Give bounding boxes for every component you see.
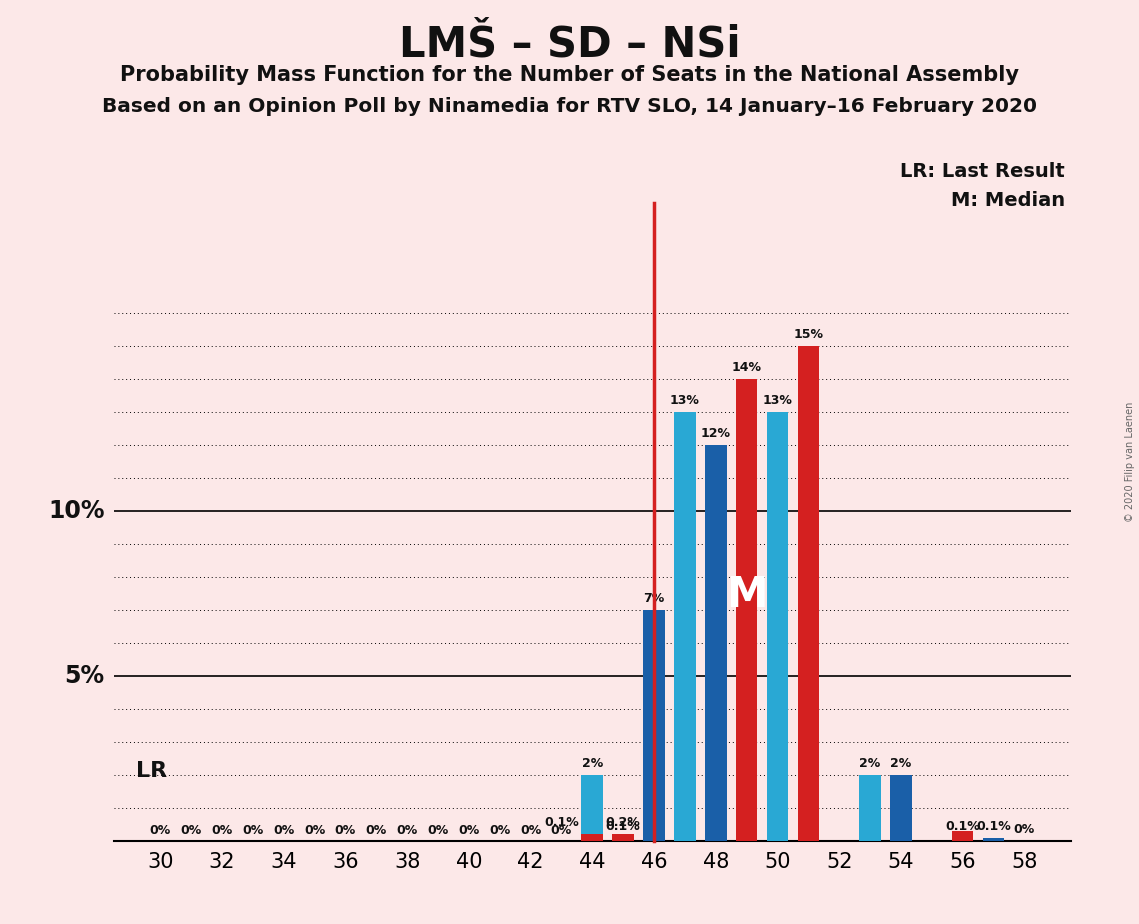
Bar (890, 775, 911, 841)
Bar (983, 837, 1005, 841)
Bar (859, 775, 880, 841)
Text: 0%: 0% (519, 824, 541, 837)
Text: 2%: 2% (891, 757, 911, 770)
Text: 0%: 0% (243, 824, 263, 837)
Text: LR: Last Result: LR: Last Result (900, 162, 1065, 181)
Text: 0%: 0% (489, 824, 510, 837)
Bar (767, 412, 788, 841)
Bar (797, 346, 819, 841)
Text: 0.1%: 0.1% (544, 816, 579, 830)
Text: 0%: 0% (396, 824, 418, 837)
Text: 13%: 13% (762, 394, 793, 407)
Text: 0%: 0% (212, 824, 232, 837)
Bar (582, 775, 603, 841)
Text: 12%: 12% (700, 427, 731, 440)
Text: 0%: 0% (180, 824, 202, 837)
Bar (952, 837, 974, 841)
Text: 0%: 0% (335, 824, 357, 837)
Text: 5%: 5% (65, 663, 105, 687)
Text: 0.2%: 0.2% (606, 816, 640, 830)
Text: M: M (726, 575, 768, 616)
Text: 0%: 0% (304, 824, 325, 837)
Text: 7%: 7% (644, 592, 665, 605)
Text: 0.1%: 0.1% (976, 820, 1011, 833)
Text: © 2020 Filip van Laenen: © 2020 Filip van Laenen (1125, 402, 1134, 522)
Text: 10%: 10% (48, 499, 105, 523)
Text: 0.1%: 0.1% (606, 820, 640, 833)
Text: 0%: 0% (427, 824, 449, 837)
Bar (644, 610, 665, 841)
Text: Probability Mass Function for the Number of Seats in the National Assembly: Probability Mass Function for the Number… (120, 65, 1019, 85)
Text: 0%: 0% (1014, 823, 1035, 836)
Text: 0%: 0% (458, 824, 480, 837)
Text: M: Median: M: Median (951, 191, 1065, 211)
Text: Based on an Opinion Poll by Ninamedia for RTV SLO, 14 January–16 February 2020: Based on an Opinion Poll by Ninamedia fo… (103, 97, 1036, 116)
Text: 14%: 14% (731, 361, 762, 374)
Text: 0%: 0% (149, 824, 171, 837)
Text: 0%: 0% (273, 824, 294, 837)
Bar (613, 837, 634, 841)
Text: 0.1%: 0.1% (945, 820, 980, 833)
Text: 13%: 13% (670, 394, 699, 407)
Text: LMŠ – SD – NSi: LMŠ – SD – NSi (399, 23, 740, 65)
Text: LR: LR (136, 761, 166, 782)
Text: 0%: 0% (551, 824, 572, 837)
Bar (582, 834, 603, 841)
Bar (736, 379, 757, 841)
Text: 2%: 2% (860, 757, 880, 770)
Text: 0%: 0% (366, 824, 387, 837)
Bar (952, 831, 974, 841)
Bar (705, 444, 727, 841)
Text: 15%: 15% (794, 328, 823, 341)
Text: 2%: 2% (582, 757, 603, 770)
Bar (674, 412, 696, 841)
Bar (613, 834, 634, 841)
